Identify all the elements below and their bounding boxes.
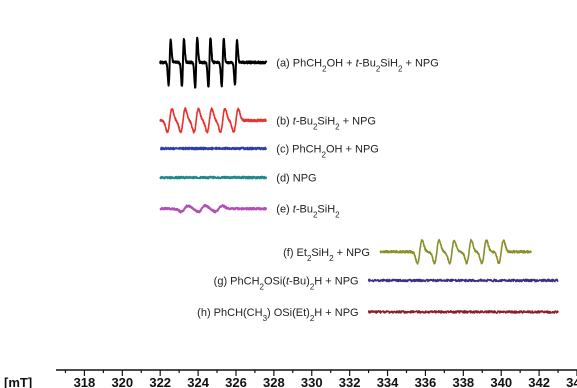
x-tick-label: 318 [74,375,96,388]
x-tick-label: 326 [225,375,247,388]
series-label: (b) t-Bu2SiH2 + NPG [276,116,376,132]
series-label: (g) PhCH2OSi(t-Bu)2H + NPG [214,275,359,291]
x-tick-label: 336 [415,375,437,388]
spectrum-trace [159,203,268,214]
series-label: (e) t-Bu2SiH2 [276,204,340,220]
series-label: (c) PhCH2OH + NPG [276,144,379,160]
x-tick-label: 330 [301,375,323,388]
x-axis: 318 320 322 324 326 328 330 332 334 336 338 340 342 3… [4,369,577,388]
x-tick-label: 332 [339,375,361,388]
x-tick-label: 344 [566,375,577,388]
x-tick-label: 320 [111,375,133,388]
spectrum-trace [159,36,268,89]
series-label: (a) PhCH2OH + t-Bu2SiH2 + NPG [276,57,439,73]
x-axis-tick-labels: 318 320 322 324 326 328 330 332 334 336 338 340 342 3… [74,375,577,388]
series-labels: (a) PhCH2OH + t-Bu2SiH2 + NPG (b) t-Bu2Si… [197,57,439,322]
x-tick-label: 324 [187,375,209,388]
x-tick-label: 340 [490,375,512,388]
spectrum-trace [159,146,268,151]
spectra-traces [159,36,559,314]
spectrum-trace [159,107,268,134]
spectrum-trace [367,310,559,314]
x-tick-label: 322 [149,375,171,388]
spectrum-trace [367,278,559,283]
x-axis-unit-label: [mT] [4,375,32,388]
x-tick-label: 342 [528,375,550,388]
series-label: (f) Et2SiH2 + NPG [283,247,370,263]
spectrum-trace [159,175,268,180]
x-tick-label: 328 [263,375,285,388]
series-label: (h) PhCH(CH3) OSi(Et)2H + NPG [197,307,358,323]
x-tick-label: 334 [377,375,399,388]
spectrum-trace [379,238,533,265]
x-axis-ticks [64,370,577,376]
x-tick-label: 338 [452,375,474,388]
series-label: (d) NPG [276,173,316,185]
